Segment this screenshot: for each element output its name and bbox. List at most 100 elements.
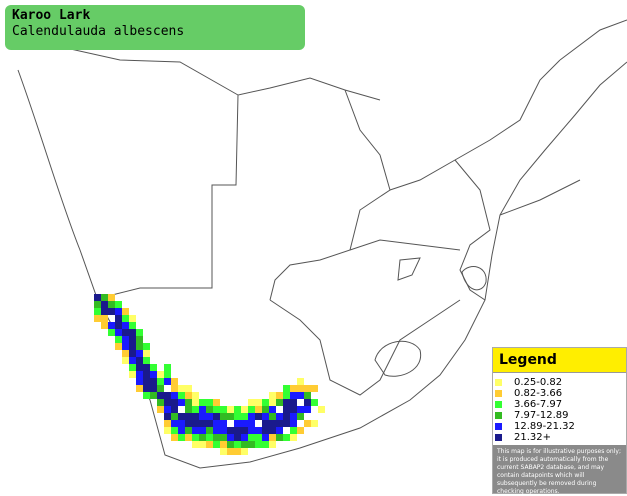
atlas-cell: [192, 399, 199, 406]
atlas-cell: [136, 385, 143, 392]
atlas-cell: [269, 399, 276, 406]
atlas-cell: [248, 441, 255, 448]
atlas-cell: [255, 427, 262, 434]
atlas-cell: [192, 434, 199, 441]
legend-item: 12.89-21.32: [495, 421, 626, 432]
atlas-cell: [206, 427, 213, 434]
title-box: Karoo Lark Calendulauda albescens: [5, 5, 305, 50]
atlas-cell: [220, 441, 227, 448]
legend-item: 3.66-7.97: [495, 399, 626, 410]
atlas-cell: [129, 315, 136, 322]
atlas-cell: [206, 434, 213, 441]
atlas-cell: [101, 315, 108, 322]
legend-label: 7.97-12.89: [514, 410, 569, 421]
atlas-cell: [276, 413, 283, 420]
atlas-cell: [290, 427, 297, 434]
atlas-cell: [129, 357, 136, 364]
atlas-cell: [143, 378, 150, 385]
atlas-cell: [164, 392, 171, 399]
atlas-cell: [178, 413, 185, 420]
atlas-cell: [290, 392, 297, 399]
atlas-cell: [213, 427, 220, 434]
atlas-cell: [171, 406, 178, 413]
atlas-cell: [213, 406, 220, 413]
atlas-cell: [262, 406, 269, 413]
atlas-cell: [290, 413, 297, 420]
legend-label: 21.32+: [514, 432, 552, 443]
atlas-cell: [164, 413, 171, 420]
atlas-cell: [199, 434, 206, 441]
atlas-cell: [311, 399, 318, 406]
atlas-cell: [192, 441, 199, 448]
atlas-cell: [192, 413, 199, 420]
atlas-cell: [185, 420, 192, 427]
atlas-cell: [164, 406, 171, 413]
atlas-cell: [185, 434, 192, 441]
atlas-cell: [241, 434, 248, 441]
atlas-cell: [248, 413, 255, 420]
atlas-cell: [269, 434, 276, 441]
legend-swatch: [495, 412, 502, 419]
atlas-cell: [220, 434, 227, 441]
legend-swatch: [495, 401, 502, 408]
atlas-cell: [290, 420, 297, 427]
atlas-cell: [143, 371, 150, 378]
atlas-cell: [122, 336, 129, 343]
atlas-cell: [276, 399, 283, 406]
atlas-cell: [122, 315, 129, 322]
atlas-cell: [206, 441, 213, 448]
atlas-cell: [192, 392, 199, 399]
atlas-cell: [304, 420, 311, 427]
atlas-cell: [171, 434, 178, 441]
atlas-cell: [227, 413, 234, 420]
atlas-cell: [255, 399, 262, 406]
atlas-cell: [241, 406, 248, 413]
atlas-cell: [248, 434, 255, 441]
atlas-cell: [220, 413, 227, 420]
legend-swatch: [495, 434, 502, 441]
atlas-cell: [318, 406, 325, 413]
atlas-cell: [94, 308, 101, 315]
atlas-cell: [234, 406, 241, 413]
atlas-cell: [220, 427, 227, 434]
atlas-cell: [297, 378, 304, 385]
atlas-cell: [290, 434, 297, 441]
atlas-cell: [178, 420, 185, 427]
atlas-cell: [115, 315, 122, 322]
atlas-cell: [108, 301, 115, 308]
atlas-cell: [276, 392, 283, 399]
atlas-cell: [136, 336, 143, 343]
atlas-cell: [283, 406, 290, 413]
atlas-cell: [276, 434, 283, 441]
atlas-cell: [101, 294, 108, 301]
atlas-cell: [178, 434, 185, 441]
atlas-cell: [143, 350, 150, 357]
atlas-cell: [164, 427, 171, 434]
atlas-cell: [185, 427, 192, 434]
atlas-cell: [269, 392, 276, 399]
atlas-cell: [122, 308, 129, 315]
disclaimer: This map is for illustrative purposes on…: [493, 445, 626, 495]
atlas-cell: [262, 427, 269, 434]
atlas-cell: [297, 385, 304, 392]
atlas-cell: [171, 378, 178, 385]
atlas-cell: [164, 364, 171, 371]
atlas-cell: [227, 441, 234, 448]
atlas-cell: [171, 399, 178, 406]
atlas-cell: [164, 378, 171, 385]
atlas-cell: [178, 427, 185, 434]
atlas-cell: [122, 350, 129, 357]
atlas-cell: [290, 385, 297, 392]
atlas-cell: [129, 343, 136, 350]
atlas-cell: [248, 420, 255, 427]
atlas-cell: [178, 385, 185, 392]
atlas-cell: [199, 420, 206, 427]
atlas-cell: [206, 406, 213, 413]
atlas-cell: [171, 420, 178, 427]
atlas-cell: [227, 434, 234, 441]
atlas-cell: [213, 434, 220, 441]
atlas-cell: [304, 392, 311, 399]
atlas-cell: [122, 343, 129, 350]
atlas-cell: [234, 420, 241, 427]
atlas-cell: [213, 413, 220, 420]
